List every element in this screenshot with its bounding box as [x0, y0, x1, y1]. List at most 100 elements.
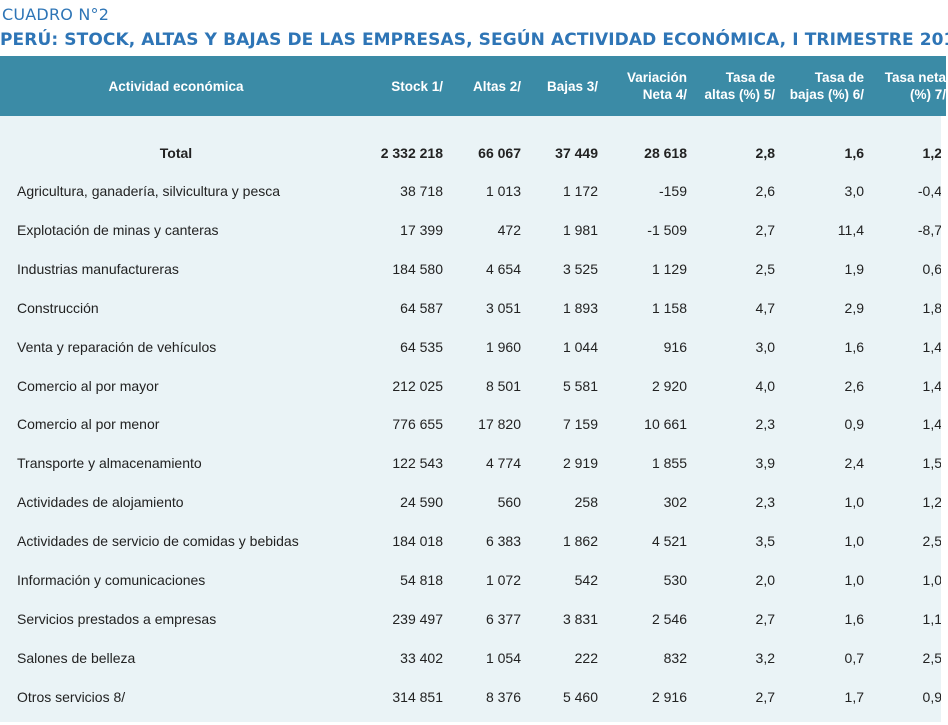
cell-stock: 33 402 — [400, 649, 443, 666]
cell-altas: 6 377 — [485, 610, 521, 627]
activity-name: Transporte y almacenamiento — [17, 455, 202, 472]
cell-variacion-neta: -159 — [658, 183, 687, 199]
cell-stock: 2 332 218 — [380, 145, 443, 161]
cell-tasa-altas: 4,0 — [755, 377, 775, 394]
cell-bajas: 3 831 — [562, 610, 598, 627]
activity-name: Venta y reparación de vehículos — [17, 338, 217, 355]
cell-tasa-bajas: 3,0 — [844, 183, 864, 199]
cell-bajas: 1 981 — [562, 221, 598, 238]
header-altas: Altas 2/ — [472, 78, 521, 94]
cell-variacion-neta: 10 661 — [644, 416, 687, 433]
table-row: Explotación de minas y canteras 17 399 472… — [0, 211, 946, 249]
table-row: Agricultura, ganadería, silvicultura y p… — [0, 172, 946, 210]
cell-altas: 17 820 — [478, 416, 521, 433]
cell-altas: 4 654 — [485, 260, 521, 277]
cell-tasa-altas: 2,6 — [755, 183, 775, 199]
cell-stock: 24 590 — [400, 494, 443, 511]
table-row: Comercio al por mayor 212 025 8 501 5 581 2 … — [0, 367, 946, 405]
cell-tasa-bajas: 2,6 — [844, 377, 864, 394]
cell-stock: 184 018 — [392, 533, 443, 550]
cell-altas: 8 501 — [485, 377, 521, 394]
cell-stock: 314 851 — [392, 688, 443, 705]
table-row: Transporte y almacenamiento 122 543 4 774 2… — [0, 444, 946, 482]
cell-variacion-neta: 832 — [663, 649, 687, 666]
cell-variacion-neta: 2 546 — [651, 610, 687, 627]
cell-tasa-altas: 2,0 — [755, 572, 775, 588]
total-label: Total — [159, 145, 193, 161]
cell-tasa-altas: 2,7 — [755, 610, 775, 627]
cell-stock: 38 718 — [400, 183, 443, 199]
cell-altas: 472 — [497, 221, 521, 238]
cell-tasa-bajas: 2,9 — [844, 299, 864, 316]
cell-variacion-neta: 1 158 — [651, 299, 687, 316]
header-actividad: Actividad económica — [108, 78, 244, 94]
cell-altas: 8 376 — [485, 688, 521, 705]
table-row: Venta y reparación de vehículos 64 535 1 9… — [0, 328, 946, 366]
activity-name: Servicios prestados a empresas — [17, 610, 217, 627]
cell-variacion-neta: -1 509 — [647, 221, 687, 238]
header-tasa-altas: Tasa de altas (%) 5/ — [704, 70, 775, 102]
cell-tasa-neta: 1,0 — [922, 572, 942, 588]
table-row: Otros servicios 8/314 851 8 376 5 460 2 916… — [0, 678, 946, 716]
cell-tasa-bajas: 1,0 — [844, 494, 864, 511]
cell-tasa-neta: 2,5 — [922, 649, 942, 666]
cell-tasa-bajas: 0,9 — [844, 416, 864, 433]
cell-altas: 1 013 — [485, 183, 521, 199]
cell-tasa-bajas: 1,6 — [844, 338, 864, 355]
cell-tasa-altas: 3,5 — [755, 533, 775, 550]
data-table: Actividad económica Stock 1/ Altas 2/ Ba… — [0, 56, 946, 722]
table-row: Servicios prestados a empresas 239 497 6 3… — [0, 600, 946, 638]
cell-altas: 560 — [497, 494, 521, 511]
cell-variacion-neta: 2 920 — [651, 377, 687, 394]
header-stock: Stock 1/ — [391, 78, 443, 94]
cell-tasa-altas: 2,3 — [755, 494, 775, 511]
cell-tasa-altas: 2,5 — [755, 260, 775, 277]
cell-stock: 54 818 — [400, 572, 443, 588]
cell-tasa-neta: -8,7 — [917, 221, 942, 238]
cell-bajas: 1 044 — [562, 338, 598, 355]
table-title: PERÚ: STOCK, ALTAS Y BAJAS DE LAS EMPRES… — [0, 30, 948, 50]
table-header: Actividad económica Stock 1/ Altas 2/ Ba… — [0, 56, 946, 116]
activity-name: Otros servicios 8/ — [17, 688, 126, 705]
cell-tasa-altas: 3,9 — [755, 455, 775, 472]
activity-name: Comercio al por menor — [17, 416, 160, 433]
table-row: Comercio al por menor 776 655 17 820 7 159 1… — [0, 405, 946, 443]
cell-tasa-bajas: 1,0 — [844, 572, 864, 588]
cell-tasa-bajas: 2,4 — [844, 455, 864, 472]
cell-stock: 64 587 — [400, 299, 443, 316]
cell-bajas: 3 525 — [562, 260, 598, 277]
activity-name: Industrias manufactureras — [17, 260, 179, 277]
cell-altas: 6 383 — [485, 533, 521, 550]
cell-bajas: 5 460 — [562, 688, 598, 705]
cell-variacion-neta: 4 521 — [651, 533, 687, 550]
header-bajas: Bajas 3/ — [546, 78, 598, 94]
cell-bajas: 37 449 — [555, 145, 598, 161]
cell-tasa-altas: 3,2 — [755, 649, 775, 666]
cell-tasa-neta: 1,5 — [922, 455, 942, 472]
cell-variacion-neta: 2 916 — [651, 688, 687, 705]
activity-name: Agricultura, ganadería, silvicultura y p… — [17, 183, 281, 199]
cell-variacion-neta: 302 — [663, 494, 687, 511]
cell-variacion-neta: 28 618 — [644, 145, 687, 161]
cell-stock: 122 543 — [392, 455, 443, 472]
activity-name: Actividades de servicio de comidas y beb… — [17, 533, 299, 550]
cell-stock: 17 399 — [400, 221, 443, 238]
cell-bajas: 542 — [574, 572, 598, 588]
cell-tasa-bajas: 1,0 — [844, 533, 864, 550]
cell-stock: 212 025 — [392, 377, 443, 394]
cell-altas: 66 067 — [478, 145, 521, 161]
cell-variacion-neta: 1 129 — [651, 260, 687, 277]
cell-tasa-neta: 1,2 — [922, 145, 942, 161]
cell-tasa-bajas: 1,9 — [844, 260, 864, 277]
header-tasa-neta: Tasa neta (%) 7/ — [884, 70, 946, 102]
cell-altas: 1 960 — [485, 338, 521, 355]
cell-tasa-altas: 2,7 — [755, 221, 775, 238]
cell-variacion-neta: 916 — [663, 338, 687, 355]
cell-tasa-neta: 0,6 — [922, 260, 942, 277]
cell-tasa-neta: 1,4 — [922, 377, 942, 394]
cell-variacion-neta: 1 855 — [651, 455, 687, 472]
cell-stock: 64 535 — [400, 338, 443, 355]
cell-tasa-altas: 3,0 — [755, 338, 775, 355]
cell-tasa-altas: 2,7 — [755, 688, 775, 705]
table-row: Salones de belleza 33 402 1 054 222 832 3,2 0,… — [0, 639, 946, 677]
